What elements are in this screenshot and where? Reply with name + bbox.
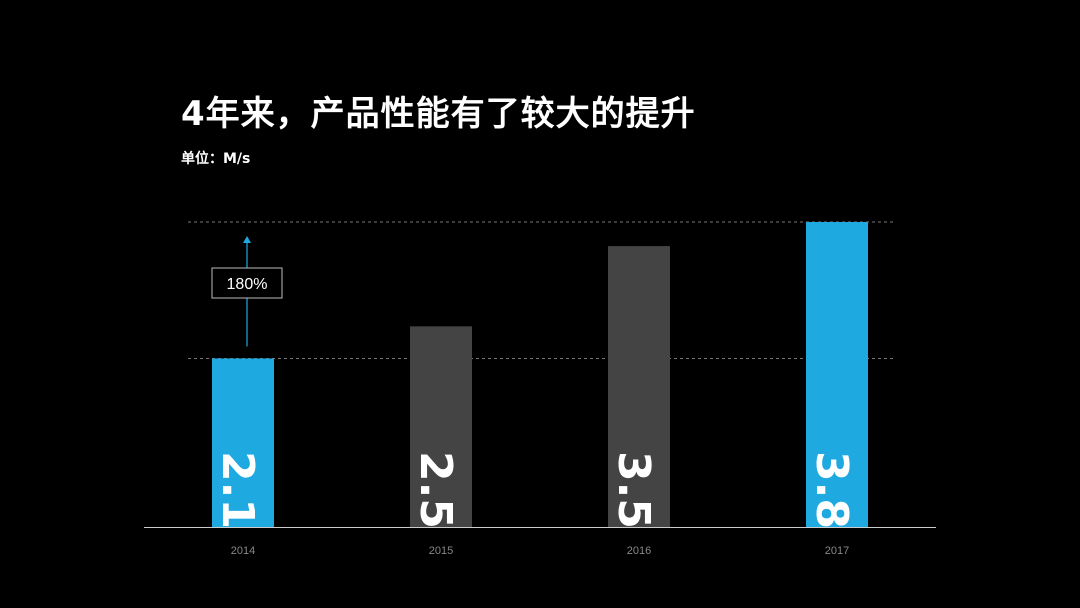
- unit-label: 单位：M/s: [181, 151, 251, 167]
- value-label-2014: 2.1: [212, 451, 263, 529]
- growth-annotation-label: 180%: [227, 276, 268, 293]
- bar-2017: [806, 222, 868, 527]
- bar-2016: [608, 246, 670, 527]
- page-title: 4年来，产品性能有了较大的提升: [181, 94, 696, 134]
- x-tick-label-2014: 2014: [231, 545, 255, 557]
- value-label-2015: 2.5: [410, 451, 461, 529]
- value-label-2017: 3.8: [806, 451, 857, 529]
- bar-2014: [212, 358, 274, 527]
- growth-annotation-box: [211, 267, 283, 299]
- x-tick-label-2016: 2016: [627, 545, 651, 557]
- bar-2015: [410, 326, 472, 527]
- x-tick-label-2015: 2015: [429, 545, 453, 557]
- x-tick-label-2017: 2017: [825, 545, 849, 557]
- value-label-2016: 3.5: [608, 451, 659, 529]
- growth-arrow-head-icon: [243, 236, 251, 243]
